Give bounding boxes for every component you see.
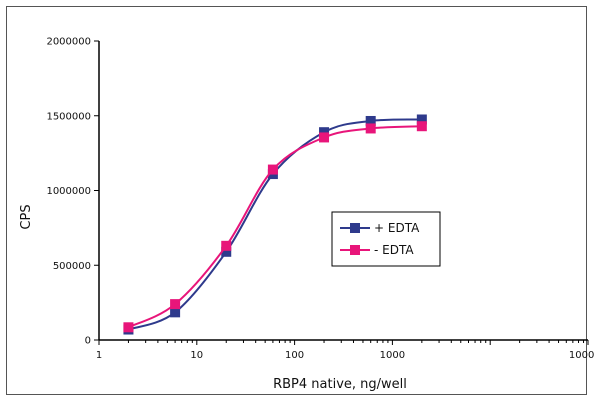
x-tick-label: 1000: [380, 350, 405, 361]
y-tick-label: 2000000: [46, 37, 91, 48]
x-tick-label: 100000: [569, 350, 595, 361]
x-tick-label: 10: [190, 350, 203, 361]
data-point: [416, 121, 427, 132]
data-point: [170, 299, 181, 310]
x-tick-label: 1: [96, 350, 102, 361]
y-tick-label: 500000: [53, 261, 91, 272]
data-point: [319, 127, 330, 138]
data-point: [170, 307, 181, 318]
data-point: [267, 164, 278, 175]
data-point: [319, 132, 330, 143]
y-tick-label: 1000000: [46, 186, 91, 197]
x-tick-label: 100: [285, 350, 304, 361]
legend-label: - EDTA: [374, 243, 414, 257]
data-point: [365, 115, 376, 126]
legend-marker: [350, 245, 360, 255]
series-layer: [123, 114, 427, 335]
y-tick-label: 1500000: [46, 111, 91, 122]
y-ticks: 0 500000 1000000 1500000 2000000: [46, 37, 99, 347]
chart-frame: [6, 6, 587, 395]
x-ticks: 1 10 100 1000 100000: [96, 340, 595, 361]
legend-label: + EDTA: [374, 221, 420, 235]
axes: [98, 41, 588, 341]
data-point: [416, 114, 427, 125]
legend-marker: [350, 223, 360, 233]
legend: + EDTA - EDTA: [331, 211, 441, 267]
y-axis-title: CPS: [19, 204, 34, 229]
x-axis-title: RBP4 native, ng/well: [273, 377, 407, 392]
data-point: [221, 246, 232, 257]
data-point: [221, 240, 232, 251]
data-point: [123, 322, 134, 333]
data-point: [365, 123, 376, 134]
y-tick-label: 0: [85, 336, 91, 347]
legend-box: [331, 211, 441, 267]
